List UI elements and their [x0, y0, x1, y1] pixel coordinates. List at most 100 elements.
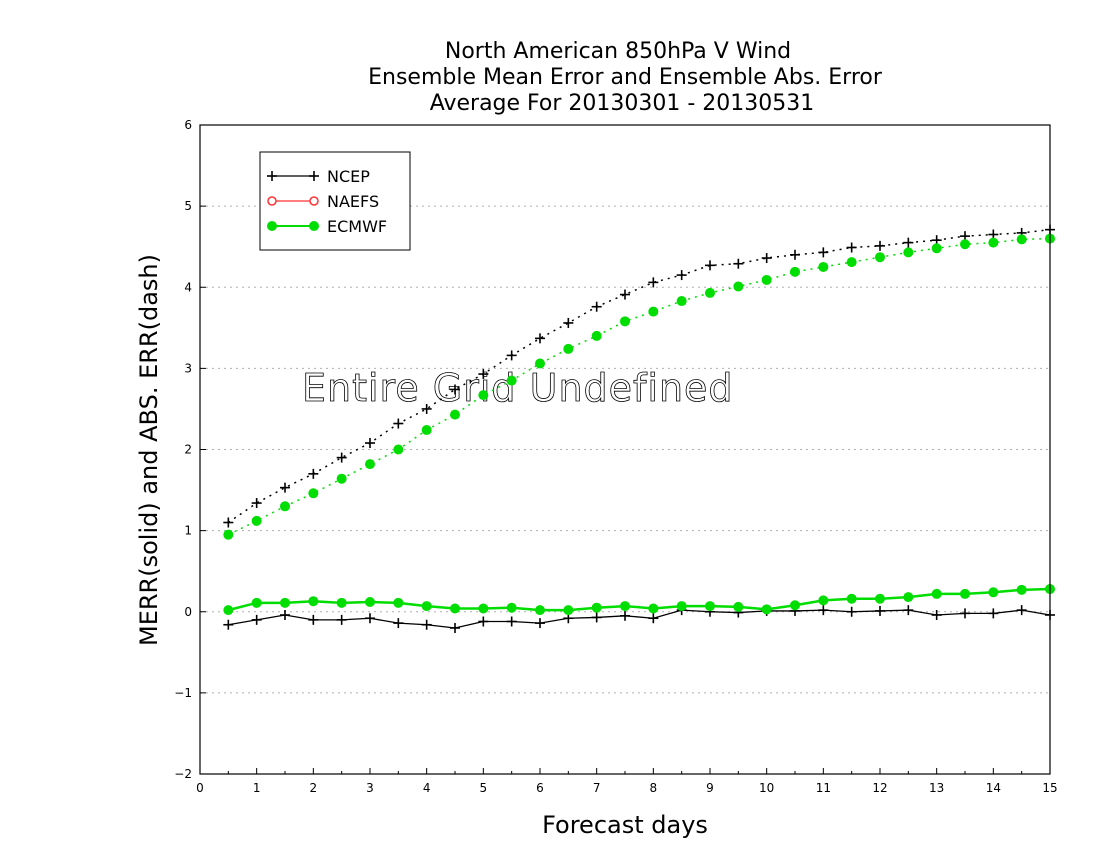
x-tick-label: 10 — [759, 781, 774, 795]
ncep-abs-error-point — [336, 452, 347, 463]
ncep-abs-error-point — [591, 301, 602, 312]
legend-label-ncep: NCEP — [327, 167, 370, 186]
y-tick-label: −2 — [174, 767, 192, 781]
ncep-abs-error-point — [535, 333, 545, 344]
ecmwf-abs-error-point — [535, 358, 545, 369]
ecmwf-mean-error-point — [875, 593, 885, 604]
ncep-mean-error-point — [903, 605, 914, 616]
ncep-abs-error-point — [761, 253, 772, 264]
ecmwf-abs-error-point — [761, 274, 772, 285]
ecmwf-abs-error-point — [620, 316, 630, 327]
ecmwf-mean-error-point — [818, 595, 829, 606]
ncep-mean-error-point — [988, 608, 999, 619]
ecmwf-abs-error-point — [421, 425, 432, 436]
ncep-mean-error-point — [846, 606, 857, 617]
ecmwf-mean-error-point — [761, 604, 772, 615]
ncep-mean-error-point — [535, 618, 545, 629]
ncep-abs-error-point — [818, 247, 829, 258]
ecmwf-mean-error-point — [931, 588, 942, 599]
ecmwf-abs-error-point — [251, 515, 262, 526]
x-tick-label: 8 — [650, 781, 658, 795]
y-tick-label: 2 — [184, 443, 192, 457]
ecmwf-abs-error-point — [506, 375, 517, 386]
ncep-mean-error-point — [421, 619, 432, 630]
ecmwf-mean-error-point — [563, 605, 574, 616]
ecmwf-abs-error-point — [450, 409, 460, 420]
x-tick-label: 13 — [929, 781, 944, 795]
ecmwf-mean-error-point — [790, 600, 800, 611]
ncep-abs-error-point — [563, 317, 574, 328]
ncep-abs-error-point — [308, 468, 319, 479]
legend-swatch-marker — [267, 221, 277, 231]
y-tick-label: 3 — [184, 361, 192, 375]
ecmwf-mean-error-point — [478, 603, 489, 614]
x-tick-label: 7 — [593, 781, 601, 795]
series-ncep — [223, 224, 1055, 633]
ncep-abs-error-point — [251, 498, 262, 509]
ncep-mean-error-point — [450, 622, 460, 633]
ncep-mean-error-point — [506, 616, 517, 627]
ecmwf-abs-error-point — [846, 257, 857, 268]
ecmwf-mean-error-point — [705, 601, 715, 612]
ecmwf-mean-error-point — [251, 597, 262, 608]
ncep-abs-error-point — [280, 482, 290, 493]
ncep-abs-error-point — [365, 438, 375, 449]
ecmwf-mean-error-point — [421, 601, 432, 612]
ncep-abs-error-point — [393, 418, 404, 429]
ecmwf-abs-error-point — [591, 330, 602, 341]
ncep-mean-error-point — [818, 605, 829, 616]
ncep-mean-error-point — [251, 614, 262, 625]
ecmwf-abs-error-point — [478, 390, 489, 401]
ncep-mean-error-point — [591, 612, 602, 623]
legend-swatch-marker — [309, 171, 319, 181]
ecmwf-mean-error-point — [620, 601, 630, 612]
legend-item-ecmwf: ECMWF — [267, 217, 387, 236]
ncep-mean-error-point — [308, 614, 319, 625]
ncep-abs-error-point — [676, 270, 687, 281]
x-tick-label: 15 — [1042, 781, 1057, 795]
y-tick-label: 0 — [184, 605, 192, 619]
legend-entries: NCEP NAEFS ECMWF — [267, 167, 387, 236]
ncep-mean-error-point — [223, 619, 234, 630]
x-tick-label: 11 — [816, 781, 831, 795]
ecmwf-abs-error-point — [705, 287, 715, 298]
legend-swatch-marker — [267, 196, 277, 206]
x-tick-label: 6 — [536, 781, 544, 795]
ecmwf-abs-error-point — [365, 459, 375, 470]
ncep-mean-error-point — [960, 608, 970, 619]
ecmwf-abs-error-point — [336, 473, 347, 484]
title-line-3: Average For 20130301 - 20130531 — [430, 91, 815, 116]
x-tick-label: 9 — [706, 781, 714, 795]
y-axis-title: MERR(solid) and ABS. ERR(dash) — [135, 254, 163, 646]
x-tick-label: 1 — [253, 781, 261, 795]
legend: NCEP NAEFS ECMWF — [259, 151, 411, 251]
ncep-abs-error-point — [223, 517, 234, 528]
ecmwf-mean-error-point — [676, 601, 687, 612]
y-tick-label: 4 — [184, 280, 192, 294]
ncep-mean-error-point — [875, 605, 885, 616]
legend-swatch-marker — [309, 221, 319, 231]
ncep-mean-error-point — [336, 614, 347, 625]
ecmwf-abs-error-point — [563, 343, 574, 354]
ecmwf-mean-error-point — [846, 593, 857, 604]
ecmwf-mean-error-point — [506, 602, 517, 613]
ncep-abs-error-point — [733, 258, 744, 269]
ncep-abs-error-point — [705, 260, 715, 271]
ecmwf-abs-error-point — [790, 266, 800, 277]
ecmwf-mean-error-point — [648, 603, 659, 614]
ecmwf-mean-error-point — [365, 597, 375, 608]
ecmwf-mean-error-point — [733, 601, 744, 612]
ncep-mean-error-point — [1016, 605, 1027, 616]
y-tick-label: 5 — [184, 199, 192, 213]
x-tick-label: 3 — [366, 781, 374, 795]
ecmwf-abs-error-point — [393, 444, 404, 455]
x-axis-title: Forecast days — [542, 811, 708, 839]
chart-title: North American 850hPa V Wind Ensemble Me… — [368, 39, 883, 116]
ecmwf-abs-error-point — [1016, 234, 1027, 245]
x-tick-label: 2 — [310, 781, 318, 795]
ncep-abs-error-point — [790, 249, 800, 260]
ecmwf-abs-error-point — [648, 306, 659, 317]
ecmwf-abs-error-point — [733, 281, 744, 292]
ncep-abs-error-point — [875, 240, 885, 251]
